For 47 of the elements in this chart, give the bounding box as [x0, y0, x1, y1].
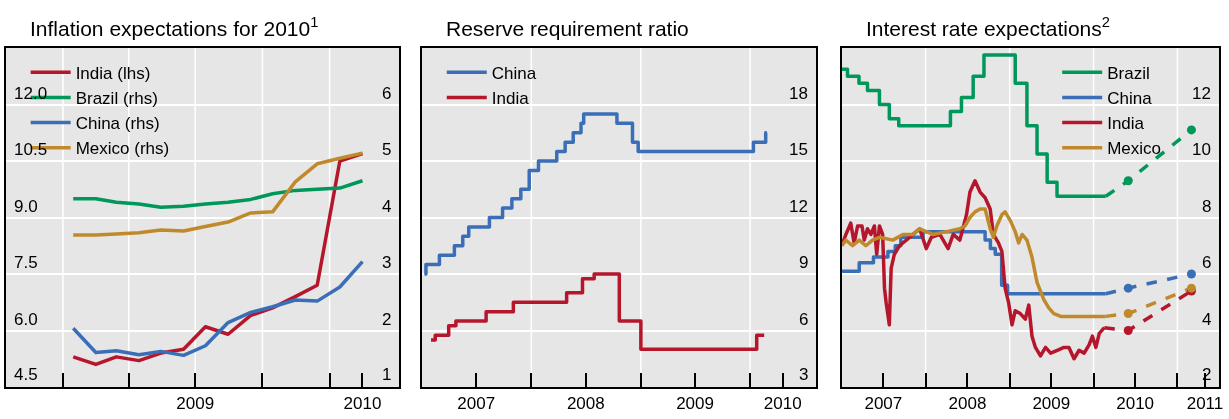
x-tick-label: 2009	[1032, 394, 1071, 414]
chart-title: Reserve requirement ratio	[446, 17, 689, 40]
y-tick-label: 10.5	[14, 140, 48, 159]
x-tick-label: 2010	[1116, 394, 1155, 414]
y-tick-label: 3	[799, 365, 809, 384]
y-tick-label: 9	[799, 253, 809, 272]
legend-label: Brazil (rhs)	[75, 89, 158, 109]
y-tick-label: 6	[799, 310, 809, 329]
y-tick-label: 10	[1192, 140, 1211, 159]
y-tick-label: 15	[789, 140, 808, 159]
x-tick-label: 2007	[864, 394, 903, 414]
legend-label: China	[1107, 89, 1153, 109]
legend-label: Brazil	[1107, 63, 1150, 83]
y-tick-label: 4.5	[14, 365, 38, 384]
y-tick-label: 4	[1202, 310, 1212, 329]
x-tick-label: 2009	[676, 394, 714, 414]
y2-tick-label: 5	[382, 140, 392, 159]
y-tick-label: 8	[1202, 197, 1212, 216]
chart-title: Interest rate expectations$^{2}$	[866, 14, 1110, 40]
chart-title: Inflation expectations for 2010$^{1}$	[30, 14, 319, 40]
y-tick-label: 6.0	[14, 310, 38, 329]
x-tick-label: 2010	[343, 394, 382, 414]
y2-tick-label: 3	[382, 253, 392, 272]
y-tick-label: 12	[1192, 84, 1211, 103]
y2-tick-label: 1	[382, 365, 392, 384]
y-tick-label: 7.5	[14, 253, 38, 272]
y2-tick-label: 2	[382, 310, 392, 329]
y-tick-label: 9.0	[14, 197, 38, 216]
x-tick-label: 2008	[566, 394, 605, 414]
x-tick-label: 2009	[176, 394, 215, 414]
legend-label: Mexico (rhs)	[75, 139, 170, 159]
legend-label: China	[491, 63, 537, 83]
y-tick-label: 12	[789, 197, 808, 216]
legend-label: India (lhs)	[75, 63, 151, 83]
y-tick-label: 6	[1202, 253, 1212, 272]
legend-label: India	[1107, 114, 1145, 134]
y-tick-label: 12.0	[14, 84, 48, 103]
y-tick-label: 18	[789, 84, 808, 103]
legend-label: India	[491, 89, 530, 109]
x-tick-label: 2011	[1186, 394, 1224, 414]
y2-tick-label: 6	[382, 84, 392, 103]
x-tick-label: 2007	[457, 394, 496, 414]
y2-tick-label: 4	[382, 197, 392, 216]
legend-label: China (rhs)	[75, 114, 160, 134]
x-tick-label: 2008	[948, 394, 987, 414]
x-tick-label: 2010	[763, 394, 802, 414]
legend-label: Mexico	[1107, 139, 1162, 159]
